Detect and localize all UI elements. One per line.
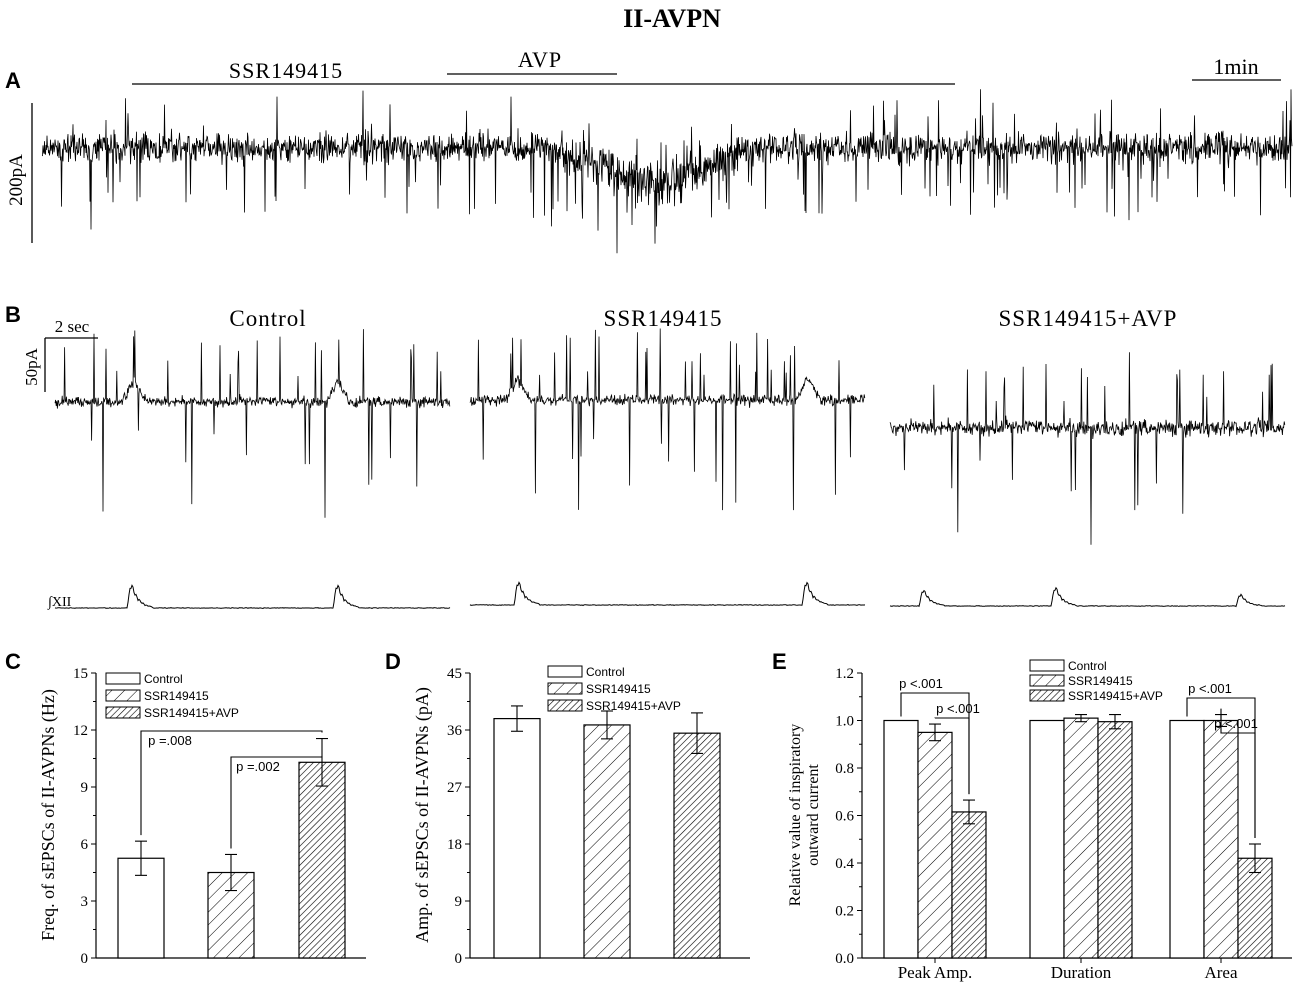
y-tick-label: 45 [447, 666, 462, 682]
legend-swatch [1029, 689, 1065, 702]
trace-title-ssr149415: SSR149415 [604, 306, 723, 331]
y-tick-label: 0.0 [835, 951, 854, 967]
legend-label: SSR149415 [586, 682, 651, 696]
y-tick-label: 0 [455, 951, 463, 967]
figure-title: II-AVPN [623, 4, 721, 33]
bar [1029, 719, 1065, 959]
legend-label: SSR149415+AVP [1068, 689, 1163, 703]
y-tick-label: 15 [73, 666, 88, 682]
legend-label: Control [586, 665, 625, 679]
bar [883, 719, 919, 959]
avp-application-label: AVP [518, 47, 562, 72]
y-tick-label: 0.4 [835, 856, 854, 872]
xii-trace-0 [54, 584, 451, 610]
legend-label: SSR149415+AVP [144, 706, 239, 720]
ssr-application-label: SSR149415 [229, 58, 343, 83]
trace-b-1 [469, 328, 866, 511]
legend-label: Control [1068, 659, 1107, 673]
panel-c-label: C [5, 649, 21, 674]
y-tick-label: 12 [73, 723, 88, 739]
y-tick-label: 1.0 [835, 714, 854, 730]
trace-a-line [41, 89, 1293, 254]
y-tick-label: 0 [81, 951, 89, 967]
bar [298, 761, 346, 959]
y-tick-label: 0.8 [835, 761, 854, 777]
p-value-label: p <.001 [1188, 681, 1232, 696]
bar [1063, 717, 1099, 959]
panel-d-label: D [385, 649, 401, 674]
y-tick-label: 18 [447, 837, 462, 853]
y-axis-label: outward current [805, 764, 822, 866]
chart-d: 0 9 18 27 36 45 Amp. of sEPSCs of II-AVPNs (pA… [412, 665, 750, 967]
y-tick-label: 6 [81, 837, 89, 853]
trace-b-0 [54, 329, 451, 518]
legend-swatch [105, 706, 141, 719]
significance-bracket [140, 730, 323, 836]
bar [951, 811, 987, 959]
panel-a-label: A [5, 68, 21, 93]
y-tick-label: 9 [455, 894, 463, 910]
y-tick-label: 0.6 [835, 809, 854, 825]
x-tick-label: Peak Amp. [898, 963, 973, 982]
legend-swatch [547, 665, 583, 678]
p-value-label: p <.001 [899, 676, 943, 691]
sepsc-traces-b [54, 328, 1286, 610]
p-value-label: p <.001 [1214, 716, 1258, 731]
y-tick-label: 0.2 [835, 904, 854, 920]
y-tick-label: 9 [81, 780, 89, 796]
bar [917, 731, 953, 959]
membrane-current-trace-a [41, 89, 1293, 254]
nerve-label: ∫XII [47, 595, 72, 610]
y-tick-label: 36 [447, 723, 463, 739]
trace-title-control: Control [229, 306, 306, 331]
chart-e: 0.0 0.2 0.4 0.6 0.8 1.0 1.2 Relative value of i… [787, 659, 1292, 982]
panel-e-label: E [772, 649, 787, 674]
legend-swatch [105, 672, 141, 685]
legend-label: SSR149415+AVP [586, 699, 681, 713]
y-axis-label: Freq. of sEPSCs of II-AVPNs (Hz) [38, 689, 59, 941]
legend-swatch [1029, 674, 1065, 687]
legend-swatch [1029, 659, 1065, 672]
legend-label: SSR149415 [144, 689, 209, 703]
y-tick-label: 27 [447, 780, 463, 796]
time-scale-label-a: 1min [1213, 54, 1258, 79]
y-tick-label: 3 [81, 894, 89, 910]
bar [1097, 721, 1133, 959]
legend-label: SSR149415 [1068, 674, 1133, 688]
y-tick-label: 1.2 [835, 666, 854, 682]
x-tick-label: Duration [1051, 963, 1112, 982]
y-axis-label: Relative value of inspiratory [787, 724, 804, 907]
trace-title-ssr-avp: SSR149415+AVP [999, 306, 1178, 331]
bar [1203, 719, 1239, 959]
chart-c: 0 3 6 9 12 15 Freq. of sEPSCs of II-AVPNs (Hz)… [38, 666, 366, 967]
p-value-label: p =.008 [148, 733, 192, 748]
time-scale-label-b: 2 sec [55, 317, 90, 336]
bar [1237, 857, 1273, 959]
bar [583, 724, 631, 959]
significance-bracket [934, 717, 970, 795]
xii-trace-2 [889, 586, 1286, 608]
trace-b-2 [889, 352, 1286, 545]
significance-bracket [1220, 708, 1256, 838]
bar [1169, 719, 1205, 959]
bar [673, 732, 721, 959]
significance-bracket [230, 756, 323, 849]
x-tick-label: Area [1204, 963, 1237, 982]
legend-swatch [547, 682, 583, 695]
legend-swatch [547, 699, 583, 712]
p-value-label: p =.002 [236, 759, 280, 774]
y-axis-label: Amp. of sEPSCs of II-AVPNs (pA) [412, 687, 433, 943]
amp-scale-label-b: 50pA [22, 347, 41, 386]
panel-b-label: B [5, 302, 21, 327]
bar [493, 717, 541, 959]
amp-scale-label-a: 200pA [6, 154, 27, 206]
p-value-label: p <.001 [936, 701, 980, 716]
legend-swatch [105, 689, 141, 702]
legend-label: Control [144, 672, 183, 686]
xii-trace-1 [469, 581, 866, 607]
